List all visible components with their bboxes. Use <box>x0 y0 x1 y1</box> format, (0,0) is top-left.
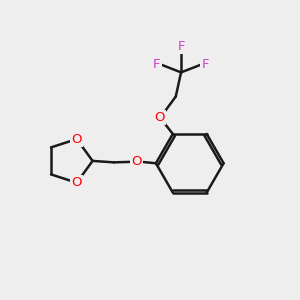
Text: O: O <box>71 133 82 146</box>
Text: F: F <box>153 58 161 70</box>
Text: F: F <box>177 40 185 53</box>
Text: O: O <box>131 155 142 168</box>
Text: F: F <box>202 58 209 70</box>
Text: O: O <box>154 111 165 124</box>
Text: O: O <box>71 176 82 189</box>
